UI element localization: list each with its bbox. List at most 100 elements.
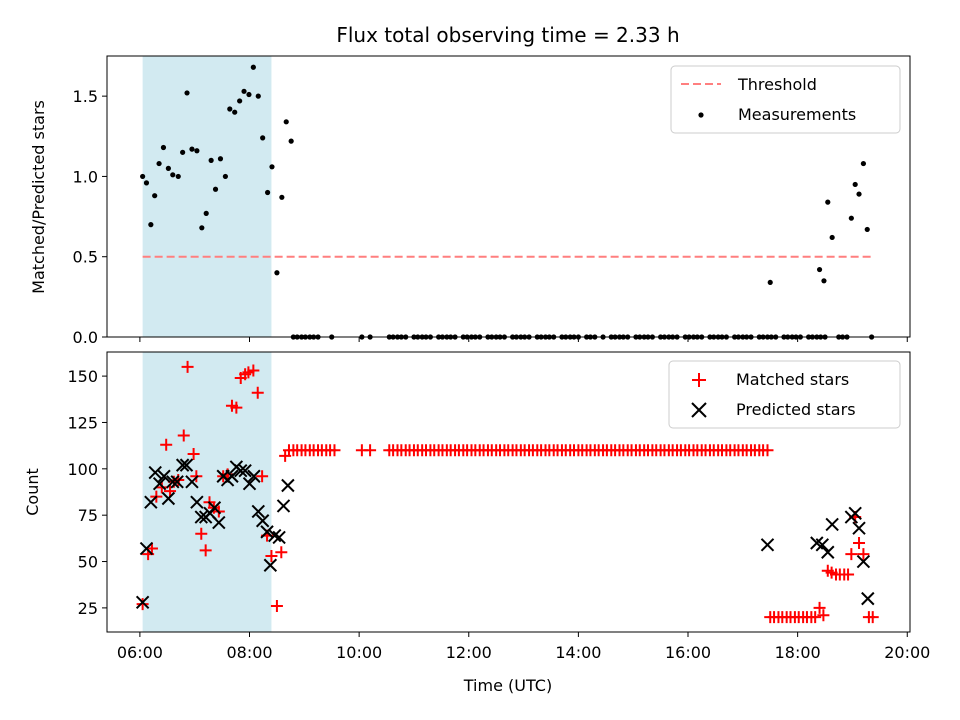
- y-tick-label: 50: [78, 553, 98, 572]
- legend-matched-swatch: [692, 373, 706, 387]
- predicted-star-point: [194, 510, 208, 524]
- matched-star-point: [761, 444, 774, 457]
- matched-star-point: [251, 386, 264, 399]
- x-axis-label: Time (UTC): [463, 676, 552, 695]
- measurement-point: [152, 193, 158, 199]
- matched-star-point: [199, 544, 212, 557]
- x-tick-label: 14:00: [555, 643, 601, 662]
- measurement-point: [222, 173, 228, 180]
- predicted-star-point: [263, 558, 278, 572]
- measurement-point: [170, 172, 176, 178]
- measurement-point: [288, 138, 294, 144]
- measurement-point: [143, 180, 150, 186]
- measurement-point: [199, 225, 205, 231]
- measurement-point: [208, 157, 214, 163]
- matched-star-point: [265, 549, 278, 562]
- y-tick-label: 75: [78, 506, 98, 525]
- legend-box-bottom: [668, 360, 901, 429]
- y-tick-label: 150: [67, 367, 98, 386]
- x-ticks-bottom: 06:00 08:00 10:00 12:00 14:00 16:00 18:00 20:00: [117, 632, 930, 662]
- matched-star-point: [842, 568, 855, 581]
- measurement-point: [237, 98, 243, 104]
- predicted-star-point: [212, 515, 226, 530]
- predicted-star-point: [861, 591, 875, 606]
- matched-star-point: [275, 546, 288, 559]
- measurement-point: [165, 165, 171, 171]
- measurement-point: [856, 191, 862, 197]
- panel-ratio: 0.0 0.5 1.0 1.5 Matched/Predicted stars Thr…: [29, 55, 911, 347]
- predicted-star-point: [276, 499, 291, 513]
- predicted-star-point: [139, 541, 154, 556]
- matched-star-point: [136, 598, 149, 611]
- matched-star-point: [270, 600, 283, 613]
- highlight-span-top: [142, 56, 272, 337]
- matched-star-point: [817, 609, 830, 622]
- measurement-point: [767, 279, 773, 286]
- legend-box-top: [670, 65, 901, 134]
- predicted-star-point: [148, 465, 162, 480]
- predicted-star-point: [247, 469, 261, 483]
- measurement-point: [241, 88, 247, 94]
- y-tick-label: 1.5: [73, 87, 98, 106]
- predicted-star-point: [272, 530, 286, 545]
- matched-star-point: [195, 527, 208, 540]
- matched-star-point: [364, 444, 377, 457]
- predicted-star-point: [144, 495, 158, 509]
- matched-star-point: [866, 611, 879, 624]
- measurement-point: [194, 148, 200, 154]
- legend-threshold-label: Threshold: [737, 75, 817, 94]
- y-ticks-top: 0.0 0.5 1.0 1.5: [73, 87, 107, 347]
- predicted-star-point: [179, 458, 194, 472]
- x-tick-label: 16:00: [665, 643, 711, 662]
- measurement-point: [250, 64, 256, 70]
- predicted-star-point: [760, 538, 775, 552]
- x-tick-label: 20:00: [884, 643, 930, 662]
- legend-measurement-label: Measurements: [738, 105, 856, 124]
- predicted-star-point: [251, 504, 265, 519]
- x-tick-label: 18:00: [775, 643, 821, 662]
- measurement-point: [265, 189, 271, 196]
- matched-star-point: [145, 542, 158, 555]
- matched-star-point: [857, 548, 870, 561]
- legend-predicted-label: Predicted stars: [736, 400, 856, 419]
- measurement-point: [852, 181, 858, 188]
- matched-star-point: [160, 438, 173, 451]
- measurement-point: [189, 146, 195, 152]
- axes-frame-top: [106, 55, 911, 338]
- predicted-star-point: [825, 517, 839, 532]
- matched-star-point: [181, 360, 194, 373]
- predicted-star-point: [242, 476, 257, 491]
- matched-star-point: [221, 468, 234, 481]
- predicted-star-point: [238, 463, 252, 478]
- measurement-point: [279, 194, 285, 200]
- predicted-star-point: [207, 501, 222, 515]
- matched-star-point: [853, 536, 866, 549]
- predicted-star-point: [225, 469, 239, 483]
- predicted-star-point: [152, 476, 167, 491]
- measurement-point: [246, 91, 252, 98]
- legend-measurement-swatch: [698, 112, 704, 118]
- measurement-point: [864, 226, 870, 233]
- matched-star-point: [247, 364, 260, 377]
- predicted-star-point: [821, 545, 835, 559]
- measurement-point: [184, 90, 190, 96]
- legend-predicted-swatch: [691, 402, 707, 418]
- measurement-point: [227, 106, 233, 112]
- x-tick-label: 10:00: [336, 643, 382, 662]
- measurement-point: [825, 199, 831, 205]
- predicted-star-point: [166, 475, 180, 489]
- matched-star-point: [813, 601, 826, 614]
- predicted-star-point: [170, 475, 184, 489]
- measurement-point: [255, 93, 261, 99]
- measurement-point: [269, 164, 275, 170]
- measurement-point: [232, 109, 238, 115]
- matched-star-point: [809, 611, 822, 624]
- panel-count: 25 50 75 100 125 150 06:00 08:00 10:00 12:00 14:0…: [23, 351, 930, 662]
- axes-frame-bottom: [106, 351, 911, 633]
- chart-title: Flux total observing time = 2.33 h: [336, 23, 679, 47]
- predicted-star-point: [135, 595, 150, 610]
- predicted-star-point: [255, 514, 270, 528]
- y-tick-label: 100: [67, 460, 98, 479]
- legend-matched-label: Matched stars: [736, 370, 849, 389]
